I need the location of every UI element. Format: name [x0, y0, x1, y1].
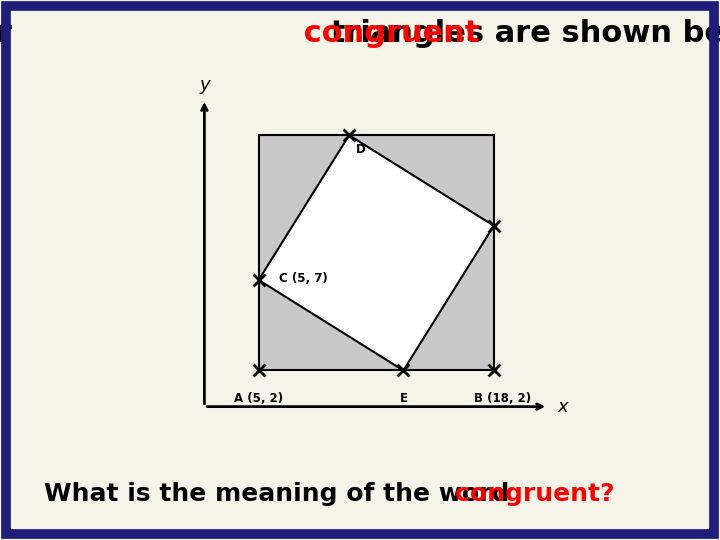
Text: B (18, 2): B (18, 2): [474, 392, 531, 405]
Polygon shape: [258, 135, 494, 370]
Text: C (5, 7): C (5, 7): [279, 272, 328, 285]
Text: congruent: congruent: [240, 18, 480, 48]
Text: D: D: [356, 143, 366, 156]
Text: congruent?: congruent?: [105, 482, 615, 506]
Text: Four                              triangles are shown below: Four triangles are shown below: [0, 18, 720, 48]
Text: E: E: [400, 392, 408, 405]
Text: What is the meaning of the word: What is the meaning of the word: [44, 482, 676, 506]
Text: A (5, 2): A (5, 2): [234, 392, 283, 405]
Text: y: y: [199, 76, 210, 94]
Text: x: x: [557, 397, 568, 416]
Polygon shape: [258, 135, 494, 370]
